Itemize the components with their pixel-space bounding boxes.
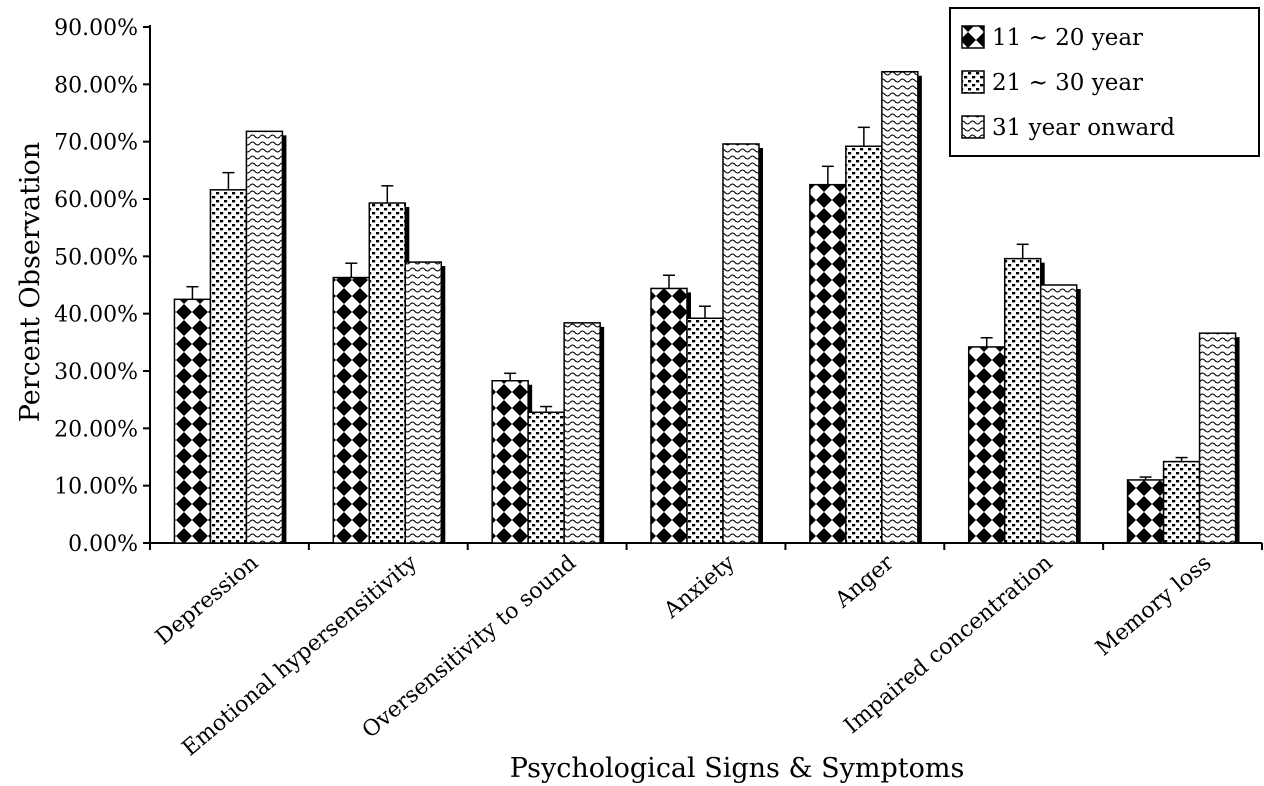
legend-box	[949, 7, 1260, 157]
bars	[173, 70, 1240, 544]
bar	[245, 130, 284, 544]
x-tick-label: Anger	[830, 550, 899, 614]
y-tick-label: 50.00%	[54, 245, 138, 270]
x-tick-label: Anxiety	[659, 550, 740, 624]
legend-label: 11 ~ 20 year	[992, 25, 1143, 51]
bar	[1039, 284, 1078, 544]
bar	[722, 143, 760, 544]
y-tick-label: 30.00%	[54, 360, 138, 385]
bar	[881, 70, 919, 544]
bar	[845, 145, 883, 544]
y-tick-label: 90.00%	[54, 16, 138, 41]
y-tick-label: 20.00%	[54, 417, 138, 442]
y-tick-label: 10.00%	[54, 475, 138, 500]
y-tick-label: 60.00%	[54, 188, 138, 213]
bar	[967, 346, 1006, 544]
legend-swatch	[961, 70, 985, 94]
legend-label: 31 year onward	[992, 115, 1175, 141]
bar	[1003, 257, 1042, 544]
bar	[173, 298, 212, 544]
x-tick-label: Depression	[151, 550, 263, 650]
y-tick-label: 80.00%	[54, 73, 138, 98]
bar	[404, 261, 443, 544]
bar	[209, 189, 248, 544]
legend-swatch	[961, 25, 985, 49]
bar	[809, 183, 847, 544]
bar	[1126, 479, 1165, 544]
legend-label: 21 ~ 30 year	[992, 70, 1143, 96]
bar	[527, 411, 565, 544]
bar	[650, 287, 688, 544]
y-tick-label: 40.00%	[54, 303, 138, 328]
x-tick-label: Memory loss	[1091, 550, 1216, 661]
legend-swatch	[961, 115, 985, 139]
bar	[686, 317, 724, 544]
y-tick-label: 70.00%	[54, 131, 138, 156]
y-axis-title: Percent Observation	[15, 142, 46, 422]
y-tick-label: 0.00%	[68, 532, 138, 557]
bar	[368, 202, 407, 544]
legend: 11 ~ 20 year 21 ~ 30 year 31 year onward	[949, 7, 1260, 157]
bar	[563, 322, 601, 544]
bar	[1162, 460, 1201, 544]
bar	[491, 379, 529, 544]
bar	[332, 276, 371, 544]
x-axis-title: Psychological Signs & Symptoms	[510, 753, 965, 784]
bar	[1198, 332, 1237, 544]
